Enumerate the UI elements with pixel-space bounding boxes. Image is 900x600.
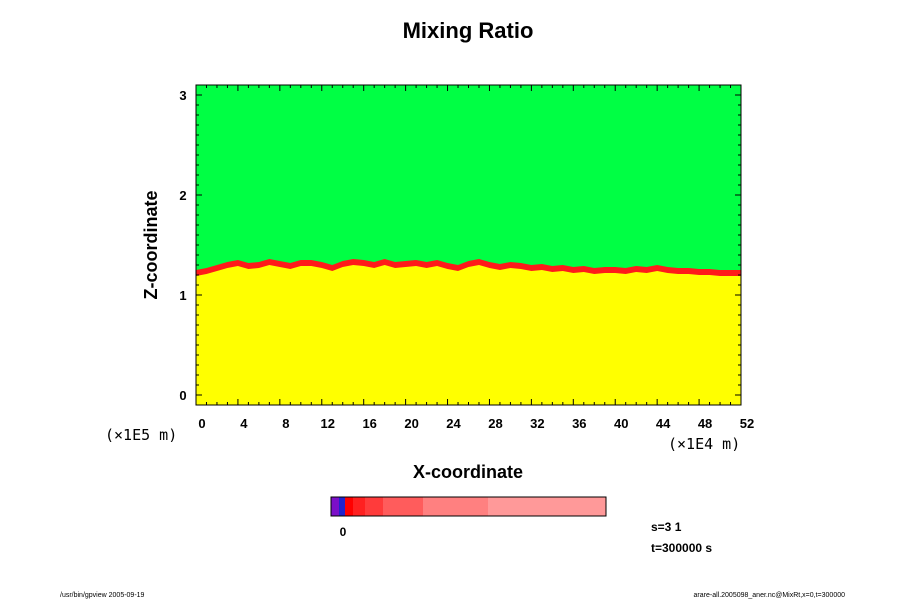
x-tick-labels: 0 4 8 12 16 20 24 28 32 36 40 44 48 52 [198, 416, 754, 431]
x-tick-label: 16 [362, 416, 376, 431]
colorbar-segment [383, 497, 423, 516]
info-t: t=300000 s [651, 541, 712, 555]
x-tick-label: 36 [572, 416, 586, 431]
x-tick-label: 24 [446, 416, 461, 431]
upper-layer-region [196, 85, 741, 270]
x-tick-label: 28 [488, 416, 502, 431]
x-tick-label: 4 [240, 416, 248, 431]
x-axis-label: X-coordinate [413, 462, 523, 482]
y-tick-label: 0 [179, 388, 186, 403]
colorbar-segment [423, 497, 488, 516]
x-tick-label: 8 [282, 416, 289, 431]
colorbar [331, 497, 606, 516]
x-multiplier-label: (×1E4 m) [668, 435, 740, 453]
colorbar-frame [330, 496, 607, 517]
footer-left: /usr/bin/gpview 2005-09-19 [60, 592, 145, 599]
axis-ticks [195, 85, 742, 405]
y-tick-label: 1 [179, 288, 186, 303]
colorbar-segment [345, 497, 353, 516]
x-tick-label: 48 [698, 416, 712, 431]
colorbar-segment [365, 497, 383, 516]
x-tick-label: 20 [404, 416, 418, 431]
y-multiplier-label: (×1E5 m) [105, 426, 177, 444]
transition-band-yellow [196, 265, 741, 405]
colorbar-segment [353, 497, 365, 516]
colorbar-segment [339, 497, 345, 516]
colorbar-segment [331, 497, 339, 516]
y-axis-label: Z-coordinate [141, 190, 161, 299]
footer-right: arare-all.2005098_aner.nc@MixRt,x=0,t=30… [694, 592, 846, 599]
info-s: s=3 1 [651, 520, 682, 534]
y-tick-label: 2 [179, 188, 186, 203]
x-tick-label: 52 [740, 416, 754, 431]
plot-area [196, 85, 741, 405]
x-tick-label: 12 [321, 416, 335, 431]
x-tick-label: 0 [198, 416, 205, 431]
chart-title: Mixing Ratio [403, 18, 534, 43]
x-tick-label: 32 [530, 416, 544, 431]
x-tick-label: 40 [614, 416, 628, 431]
x-tick-label: 44 [656, 416, 671, 431]
colorbar-segment [488, 497, 606, 516]
y-tick-label: 3 [179, 88, 186, 103]
colorbar-label: 0 [340, 525, 347, 539]
y-tick-labels: 0 1 2 3 [179, 88, 186, 403]
